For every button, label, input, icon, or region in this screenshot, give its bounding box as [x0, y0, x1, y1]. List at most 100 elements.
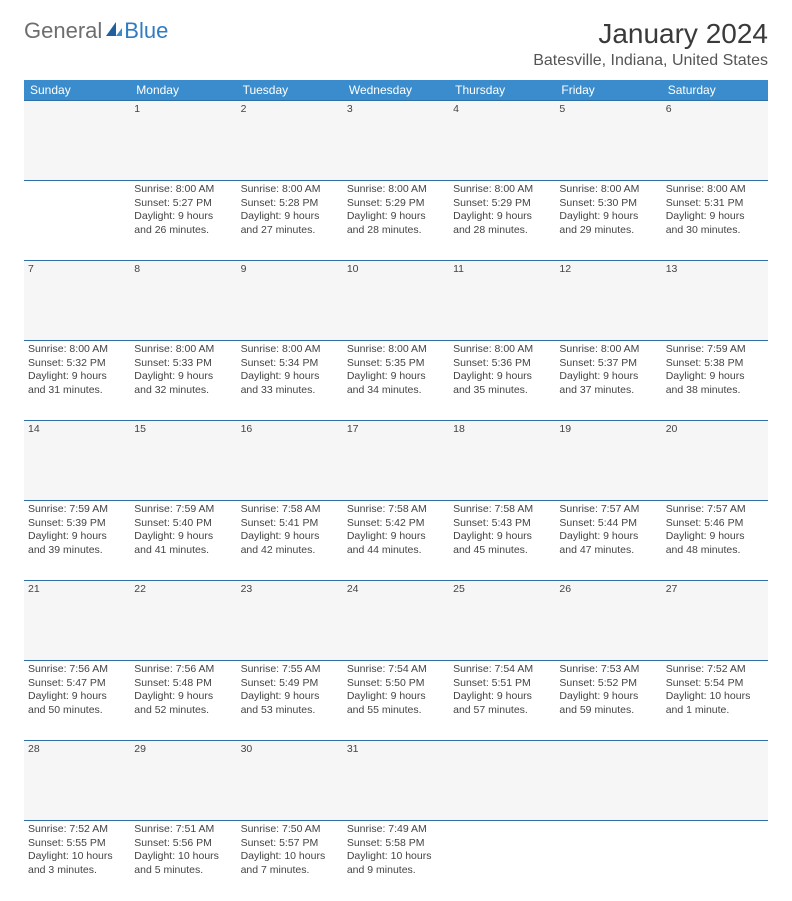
day-cell: Sunrise: 8:00 AMSunset: 5:29 PMDaylight:… — [449, 181, 555, 261]
day-number: 2 — [237, 101, 343, 181]
day-cell-line: Daylight: 9 hours — [28, 370, 126, 384]
daynum-row: 78910111213 — [24, 261, 768, 341]
day-number: 3 — [343, 101, 449, 181]
day-cell: Sunrise: 7:49 AMSunset: 5:58 PMDaylight:… — [343, 821, 449, 901]
day-cell-line: and 29 minutes. — [559, 224, 657, 238]
day-number: 29 — [130, 741, 236, 821]
day-cell-line: and 9 minutes. — [347, 864, 445, 878]
logo-sail-icon — [104, 20, 124, 38]
brand-logo: General Blue — [24, 18, 168, 44]
day-cell-line: Daylight: 9 hours — [134, 370, 232, 384]
day-cell-line: Daylight: 9 hours — [347, 370, 445, 384]
day-cell-line: Sunrise: 7:59 AM — [134, 503, 232, 517]
day-cell-line: and 27 minutes. — [241, 224, 339, 238]
day-cell-line: Sunrise: 7:52 AM — [28, 823, 126, 837]
day-cell-line: Sunset: 5:37 PM — [559, 357, 657, 371]
day-cell-line: Daylight: 9 hours — [559, 690, 657, 704]
day-cell-line: and 57 minutes. — [453, 704, 551, 718]
day-cell: Sunrise: 8:00 AMSunset: 5:37 PMDaylight:… — [555, 341, 661, 421]
day-cell-line: Sunset: 5:51 PM — [453, 677, 551, 691]
day-content-row: Sunrise: 7:56 AMSunset: 5:47 PMDaylight:… — [24, 661, 768, 741]
day-number — [555, 741, 661, 821]
day-cell-line: and 44 minutes. — [347, 544, 445, 558]
day-cell-line: Sunrise: 7:49 AM — [347, 823, 445, 837]
day-cell: Sunrise: 7:56 AMSunset: 5:48 PMDaylight:… — [130, 661, 236, 741]
day-cell-line: and 1 minute. — [666, 704, 764, 718]
day-content-row: Sunrise: 8:00 AMSunset: 5:32 PMDaylight:… — [24, 341, 768, 421]
day-number: 24 — [343, 581, 449, 661]
brand-part1: General — [24, 18, 102, 44]
day-cell-line: Sunrise: 7:50 AM — [241, 823, 339, 837]
header: General Blue January 2024 Batesville, In… — [24, 18, 768, 70]
day-cell-line: and 59 minutes. — [559, 704, 657, 718]
day-cell-line: Daylight: 9 hours — [559, 210, 657, 224]
day-number: 16 — [237, 421, 343, 501]
day-cell-line: Sunset: 5:57 PM — [241, 837, 339, 851]
day-number: 19 — [555, 421, 661, 501]
day-header: Wednesday — [343, 80, 449, 101]
day-cell-line: and 32 minutes. — [134, 384, 232, 398]
day-header: Tuesday — [237, 80, 343, 101]
day-content-row: Sunrise: 8:00 AMSunset: 5:27 PMDaylight:… — [24, 181, 768, 261]
day-cell: Sunrise: 7:59 AMSunset: 5:40 PMDaylight:… — [130, 501, 236, 581]
day-cell-line: and 30 minutes. — [666, 224, 764, 238]
day-cell-line: Sunset: 5:29 PM — [453, 197, 551, 211]
day-cell-line: and 50 minutes. — [28, 704, 126, 718]
day-number: 20 — [662, 421, 768, 501]
day-cell-line: and 26 minutes. — [134, 224, 232, 238]
day-header: Friday — [555, 80, 661, 101]
day-cell-line: Sunrise: 8:00 AM — [347, 343, 445, 357]
day-cell: Sunrise: 8:00 AMSunset: 5:28 PMDaylight:… — [237, 181, 343, 261]
day-cell-line: Sunrise: 7:58 AM — [453, 503, 551, 517]
day-cell-line: and 7 minutes. — [241, 864, 339, 878]
day-number: 30 — [237, 741, 343, 821]
day-number: 31 — [343, 741, 449, 821]
day-cell-line: Daylight: 10 hours — [666, 690, 764, 704]
day-cell-line: Sunset: 5:48 PM — [134, 677, 232, 691]
day-cell-line: and 47 minutes. — [559, 544, 657, 558]
day-cell-line: Daylight: 10 hours — [347, 850, 445, 864]
day-cell-line: Daylight: 9 hours — [559, 530, 657, 544]
day-cell-line: Sunrise: 8:00 AM — [28, 343, 126, 357]
day-cell-line: and 5 minutes. — [134, 864, 232, 878]
day-cell-line: Daylight: 9 hours — [134, 530, 232, 544]
day-cell-line: Sunset: 5:32 PM — [28, 357, 126, 371]
day-cell-line: Sunset: 5:58 PM — [347, 837, 445, 851]
day-cell-line: and 37 minutes. — [559, 384, 657, 398]
day-cell: Sunrise: 7:54 AMSunset: 5:51 PMDaylight:… — [449, 661, 555, 741]
day-number: 8 — [130, 261, 236, 341]
day-cell: Sunrise: 8:00 AMSunset: 5:33 PMDaylight:… — [130, 341, 236, 421]
day-number: 4 — [449, 101, 555, 181]
day-cell: Sunrise: 7:59 AMSunset: 5:39 PMDaylight:… — [24, 501, 130, 581]
day-cell-line: Sunrise: 8:00 AM — [134, 183, 232, 197]
day-cell: Sunrise: 7:57 AMSunset: 5:44 PMDaylight:… — [555, 501, 661, 581]
day-cell-line: and 53 minutes. — [241, 704, 339, 718]
day-cell-line: Sunset: 5:55 PM — [28, 837, 126, 851]
day-cell-line: Sunrise: 8:00 AM — [134, 343, 232, 357]
day-content-row: Sunrise: 7:59 AM Sunset: 5:39 PM Daylight:… — [24, 501, 768, 581]
day-cell: Sunrise: 7:50 AMSunset: 5:57 PMDaylight:… — [237, 821, 343, 901]
day-cell: Sunrise: 8:00 AMSunset: 5:35 PMDaylight:… — [343, 341, 449, 421]
day-cell-line: and 41 minutes. — [134, 544, 232, 558]
day-number: 17 — [343, 421, 449, 501]
day-cell-line: Sunset: 5:30 PM — [559, 197, 657, 211]
day-cell-line: and 42 minutes. — [241, 544, 339, 558]
day-number: 14 — [24, 421, 130, 501]
day-cell-line: and 31 minutes. — [28, 384, 126, 398]
day-cell-line: Daylight: 9 hours — [241, 210, 339, 224]
day-cell: Sunrise: 7:56 AMSunset: 5:47 PMDaylight:… — [24, 661, 130, 741]
calendar-table: SundayMondayTuesdayWednesdayThursdayFrid… — [24, 80, 768, 901]
day-cell-line: Sunrise: 7:56 AM — [134, 663, 232, 677]
day-number: 13 — [662, 261, 768, 341]
day-cell-line: Sunset: 5:31 PM — [666, 197, 764, 211]
location: Batesville, Indiana, United States — [533, 52, 768, 70]
day-cell-line: Sunset: 5:27 PM — [134, 197, 232, 211]
day-cell-line: Daylight: 9 hours — [347, 210, 445, 224]
day-cell: Sunrise: 8:00 AMSunset: 5:30 PMDaylight:… — [555, 181, 661, 261]
day-cell-line: and 3 minutes. — [28, 864, 126, 878]
day-cell-line: Sunrise: 7:59 AM — [666, 343, 764, 357]
day-cell-line: and 38 minutes. — [666, 384, 764, 398]
day-cell-line: Daylight: 9 hours — [134, 690, 232, 704]
day-cell-line: Sunset: 5:39 PM — [28, 517, 126, 531]
day-cell-line: Sunrise: 8:00 AM — [559, 183, 657, 197]
